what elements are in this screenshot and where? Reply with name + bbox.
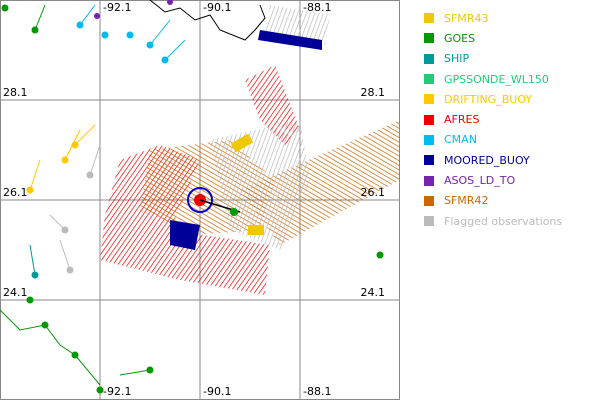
legend-label: AFRES xyxy=(444,113,480,127)
flagged-barbs xyxy=(49,144,101,274)
grid-labels: 28.1 28.1 26.1 26.1 24.1 24.1 -92.1 -90.1 -88.1 -… xyxy=(3,1,385,398)
legend-label: SHIP xyxy=(444,52,470,66)
moored-buoy-barbs xyxy=(170,220,200,250)
legend-swatch xyxy=(424,216,434,227)
legend-swatch xyxy=(424,94,434,105)
legend-label: CMAN xyxy=(444,133,477,147)
legend-item: Flagged observations xyxy=(424,211,562,231)
legend-item: CMAN xyxy=(424,130,562,150)
legend-item: GOES xyxy=(424,28,562,48)
flagged-barbs xyxy=(210,120,310,250)
lon-label: -90.1 xyxy=(203,1,231,14)
afres-barbs xyxy=(100,145,270,295)
legend-label: DRIFTING_BUOY xyxy=(444,92,533,106)
legend-item: GPSSONDE_WL150 xyxy=(424,69,562,89)
legend-item: SHIP xyxy=(424,49,562,69)
map: 28.1 28.1 26.1 26.1 24.1 24.1 -92.1 -90.1 -88.1 -… xyxy=(0,0,400,400)
legend-label: Flagged observations xyxy=(444,214,563,228)
legend-swatch xyxy=(424,74,434,85)
drifting-buoy-barbs xyxy=(26,124,96,194)
legend-swatch xyxy=(424,53,434,64)
lat-label: 26.1 xyxy=(361,186,386,199)
lat-label: 28.1 xyxy=(3,86,28,99)
legend-item: AFRES xyxy=(424,109,562,129)
legend-swatch xyxy=(424,195,434,206)
legend-swatch xyxy=(424,175,434,186)
legend-label: SFMR42 xyxy=(444,194,489,208)
ship-barbs xyxy=(29,244,39,279)
lon-label: -90.1 xyxy=(203,385,231,398)
legend-item: DRIFTING_BUOY xyxy=(424,89,562,109)
legend-label: SFMR43 xyxy=(444,11,489,25)
legend-label: ASOS_LD_TO xyxy=(444,174,516,188)
goes-barbs xyxy=(0,4,384,394)
sfmr43-barbs xyxy=(248,225,264,235)
asos-points xyxy=(94,0,173,19)
legend-swatch xyxy=(424,114,434,125)
legend-label: GOES xyxy=(444,31,476,45)
lat-label: 26.1 xyxy=(3,186,28,199)
lon-label: -88.1 xyxy=(303,1,331,14)
legend-item: ASOS_LD_TO xyxy=(424,170,562,190)
lon-label: -88.1 xyxy=(303,385,331,398)
coastline xyxy=(149,0,266,41)
lat-label: 28.1 xyxy=(361,86,386,99)
lat-label: 24.1 xyxy=(361,286,386,299)
legend: SFMR43 GOES SHIP GPSSONDE_WL150 DRIFTING_BUO… xyxy=(424,8,562,231)
storm-center xyxy=(187,187,213,213)
legend-swatch xyxy=(424,33,434,44)
lon-label: -92.1 xyxy=(103,1,131,14)
sfmr43-barbs xyxy=(230,133,254,153)
legend-swatch xyxy=(424,155,434,166)
legend-swatch xyxy=(424,134,434,145)
lat-label: 24.1 xyxy=(3,286,28,299)
legend-item: SFMR43 xyxy=(424,8,562,28)
observations xyxy=(0,0,400,394)
moored-buoy-barbs xyxy=(258,30,322,50)
legend-item: SFMR42 xyxy=(424,191,562,211)
goes-point xyxy=(230,208,238,216)
legend-label: MOORED_BUOY xyxy=(444,153,530,167)
legend-label: GPSSONDE_WL150 xyxy=(444,72,549,86)
legend-swatch xyxy=(424,13,434,24)
lon-label: -92.1 xyxy=(103,385,131,398)
legend-item: MOORED_BUOY xyxy=(424,150,562,170)
cman-barbs xyxy=(76,4,186,64)
